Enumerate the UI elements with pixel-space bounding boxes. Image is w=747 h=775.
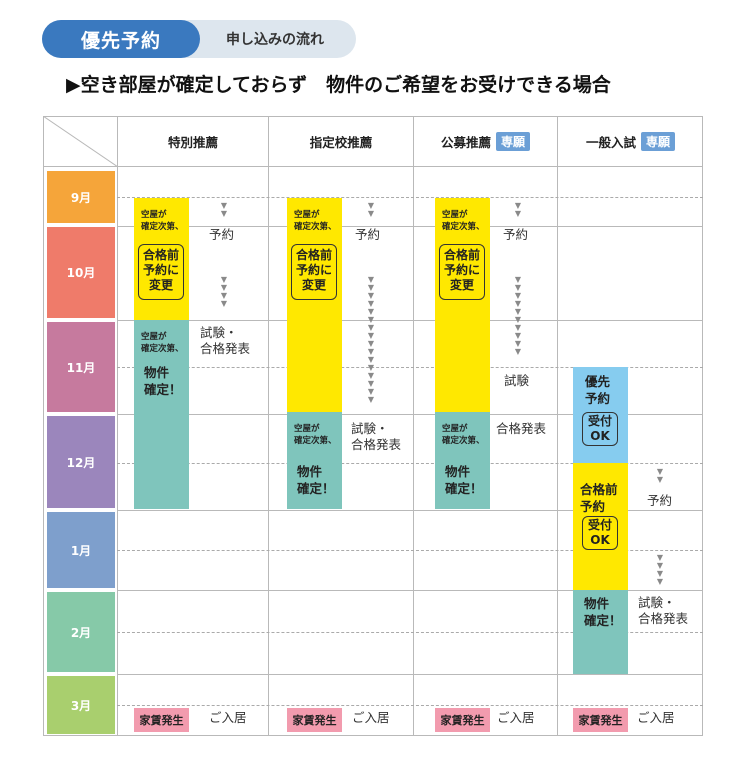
rent-start-badge: 家賃発生 — [573, 708, 628, 732]
property-confirmed: 物件 確定！ — [297, 464, 335, 496]
prepass-reservation-label: 合格前 予約 — [580, 482, 618, 514]
flow-label: 申し込みの流れ — [226, 32, 324, 48]
row-divider — [117, 510, 703, 511]
month-dec: 12月 — [47, 416, 115, 508]
col-header-special: 特別推薦 — [167, 135, 218, 150]
row-divider — [117, 590, 703, 591]
col-divider — [413, 116, 414, 736]
down-arrow-icon: ▼ ▼ — [656, 467, 664, 484]
month-jan: 1月 — [47, 512, 115, 588]
result-label: 合格発表 — [496, 421, 547, 436]
vacancy-note: 空屋が 確定次第、 — [442, 424, 485, 446]
reservation-label: 予約 — [647, 493, 673, 508]
down-arrow-icon: ▼ ▼ ▼ ▼ ▼ ▼ ▼ ▼ ▼ ▼ — [514, 275, 522, 356]
confirmed-bar — [134, 320, 189, 509]
month-oct: 10月 — [47, 227, 115, 318]
rent-start-badge: 家賃発生 — [287, 708, 342, 732]
half-month-line — [117, 632, 703, 633]
accepted-box: 受付 OK — [582, 412, 618, 446]
col-header-designated: 指定校推薦 — [309, 135, 373, 150]
exam-result-label: 試験・ 合格発表 — [351, 421, 402, 452]
row-divider — [117, 320, 703, 321]
exclusive-tag: 専願 — [641, 132, 676, 151]
month-mar: 3月 — [47, 676, 115, 734]
down-arrow-icon: ▼ ▼ ▼ ▼ — [656, 553, 664, 586]
move-in-label: ご入居 — [209, 710, 247, 725]
col-header-general: 一般入試 専願 — [558, 117, 703, 166]
exam-label: 試験 — [504, 373, 530, 388]
change-to-prepass-box: 合格前 予約に 変更 — [439, 244, 485, 300]
change-to-prepass-box: 合格前 予約に 変更 — [138, 244, 184, 300]
exclusive-tag: 専願 — [496, 132, 531, 151]
vacancy-note: 空屋が 確定次第、 — [141, 210, 184, 232]
waiting-bar — [435, 198, 490, 412]
property-confirmed: 物件 確定！ — [584, 596, 622, 628]
month-nov: 11月 — [47, 322, 115, 412]
month-sep: 9月 — [47, 171, 115, 223]
priority-reservation-badge: 優先予約 — [42, 20, 200, 58]
vacancy-note: 空屋が 確定次第、 — [294, 424, 337, 446]
half-month-line — [117, 367, 703, 368]
confirmed-bar — [435, 412, 490, 509]
move-in-label: ご入居 — [352, 710, 390, 725]
half-month-line — [117, 550, 703, 551]
row-divider — [117, 226, 703, 227]
reservation-label: 予約 — [503, 227, 529, 242]
row-divider — [117, 414, 703, 415]
corner-diagonal — [43, 116, 118, 167]
exam-result-label: 試験・ 合格発表 — [200, 325, 251, 356]
col-header-public: 公募推薦 専願 — [414, 117, 557, 166]
vacancy-note: 空屋が 確定次第、 — [442, 210, 485, 232]
row-divider — [117, 674, 703, 675]
col-divider — [268, 116, 269, 736]
half-month-line — [117, 705, 703, 706]
vacancy-note: 空屋が 確定次第、 — [294, 210, 337, 232]
confirmed-bar — [573, 590, 628, 674]
col-divider — [117, 116, 118, 736]
col-divider — [557, 116, 558, 736]
move-in-label: ご入居 — [637, 710, 675, 725]
vacancy-note: 空屋が 確定次第、 — [141, 332, 184, 354]
change-to-prepass-box: 合格前 予約に 変更 — [291, 244, 337, 300]
priority-reservation-label: 優先 予約 — [585, 374, 611, 406]
down-arrow-icon: ▼ ▼ ▼ ▼ ▼ ▼ ▼ ▼ ▼ ▼ ▼ ▼ ▼ ▼ ▼ ▼ — [367, 275, 375, 404]
page-subtitle: ▶空き部屋が確定しておらず 物件のご希望をお受けできる場合 — [66, 74, 611, 96]
down-arrow-icon: ▼ ▼ ▼ ▼ — [220, 275, 228, 308]
waiting-bar — [287, 198, 342, 412]
half-month-line — [117, 197, 703, 198]
property-confirmed: 物件 確定！ — [144, 365, 182, 397]
confirmed-bar — [287, 412, 342, 509]
schedule-table — [43, 116, 703, 736]
move-in-label: ご入居 — [497, 710, 535, 725]
reservation-label: 予約 — [209, 227, 235, 242]
half-month-line — [117, 463, 703, 464]
down-arrow-icon: ▼ ▼ — [514, 201, 522, 218]
exam-result-label: 試験・ 合格発表 — [638, 595, 689, 626]
reservation-label: 予約 — [355, 227, 381, 242]
down-arrow-icon: ▼ ▼ — [367, 201, 375, 218]
accepted-box: 受付 OK — [582, 516, 618, 550]
property-confirmed: 物件 確定！ — [445, 464, 483, 496]
rent-start-badge: 家賃発生 — [134, 708, 189, 732]
rent-start-badge: 家賃発生 — [435, 708, 490, 732]
down-arrow-icon: ▼ ▼ — [220, 201, 228, 218]
month-feb: 2月 — [47, 592, 115, 672]
header-divider — [43, 166, 703, 167]
